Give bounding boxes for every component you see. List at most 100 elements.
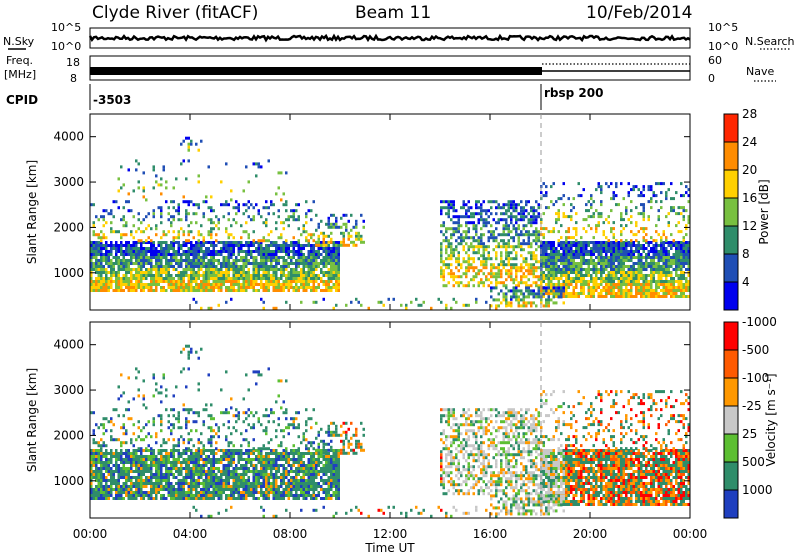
velocity-cell <box>148 479 151 482</box>
power-cell <box>493 275 496 278</box>
power-cell <box>165 280 168 283</box>
power-cell <box>655 262 658 265</box>
power-cell <box>530 301 533 304</box>
power-cell <box>93 256 96 259</box>
power-cell <box>103 268 106 271</box>
velocity-cell <box>108 488 111 491</box>
power-cell <box>100 236 103 239</box>
power-cell <box>258 244 261 247</box>
colorbar-swatch <box>724 198 738 226</box>
power-cell <box>310 289 313 292</box>
power-cell <box>178 280 181 283</box>
power-cell <box>180 244 183 247</box>
power-cell <box>478 269 481 272</box>
power-cell <box>163 256 166 259</box>
power-cell <box>310 271 313 274</box>
power-cell <box>318 265 321 268</box>
power-cell <box>675 247 678 250</box>
power-cell <box>115 247 118 250</box>
power-cell <box>645 283 648 286</box>
power-cell <box>670 197 673 200</box>
power-cell <box>108 259 111 262</box>
power-cell <box>645 256 648 259</box>
power-cell <box>118 286 121 289</box>
power-cell <box>613 277 616 280</box>
velocity-cell <box>190 482 193 485</box>
power-cell <box>515 218 518 221</box>
power-cell <box>615 286 618 289</box>
power-cell <box>578 256 581 259</box>
velocity-cell <box>180 467 183 470</box>
power-cell <box>133 277 136 280</box>
power-cell <box>660 295 663 298</box>
power-cell <box>175 280 178 283</box>
velocity-cell <box>218 485 221 488</box>
power-cell <box>210 218 213 221</box>
power-cell <box>173 265 176 268</box>
power-cell <box>103 215 106 218</box>
power-cell <box>500 275 503 278</box>
power-cell <box>675 191 678 194</box>
power-cell <box>540 191 543 194</box>
power-cell <box>243 268 246 271</box>
power-cell <box>190 259 193 262</box>
power-cell <box>130 209 133 212</box>
power-cell <box>150 253 153 256</box>
velocity-cell <box>118 452 121 455</box>
velocity-cell <box>168 461 171 464</box>
nsky-panel: N.Sky 10^5 10^0 10^5 10^0 N.Search <box>3 21 795 53</box>
power-cell <box>355 244 358 247</box>
power-cell <box>650 283 653 286</box>
power-cell <box>605 295 608 298</box>
velocity-cell <box>138 458 141 461</box>
power-cell <box>628 274 631 277</box>
power-cell <box>245 286 248 289</box>
power-cell <box>170 283 173 286</box>
power-cell <box>620 253 623 256</box>
power-cell <box>550 253 553 256</box>
power-cell <box>485 260 488 263</box>
power-cell <box>115 253 118 256</box>
power-cell <box>528 278 531 281</box>
power-cell <box>323 283 326 286</box>
power-cell <box>108 277 111 280</box>
power-cell <box>638 250 641 253</box>
power-cell <box>443 272 446 275</box>
power-cell <box>538 230 541 233</box>
power-cell <box>238 250 241 253</box>
power-cell <box>240 224 243 227</box>
power-cell <box>608 274 611 277</box>
power-cell <box>525 209 528 212</box>
power-cell <box>503 218 506 221</box>
power-cell <box>473 269 476 272</box>
power-cell <box>173 244 176 247</box>
power-cell <box>180 256 183 259</box>
power-cell <box>530 206 533 209</box>
velocity-cell <box>120 455 123 458</box>
power-cell <box>538 206 541 209</box>
power-cell <box>558 212 561 215</box>
velocity-cell <box>215 479 218 482</box>
power-cell <box>570 256 573 259</box>
velocity-cell <box>155 488 158 491</box>
power-cell <box>338 268 341 271</box>
beam-title: Beam 11 <box>355 3 431 23</box>
power-cell <box>495 239 498 242</box>
power-cell <box>590 206 593 209</box>
power-cell <box>600 283 603 286</box>
power-cell <box>190 244 193 247</box>
power-cell <box>268 289 271 292</box>
power-cell <box>578 268 581 271</box>
power-cell <box>625 277 628 280</box>
velocity-cell <box>183 488 186 491</box>
power-cell <box>125 268 128 271</box>
power-cell <box>588 253 591 256</box>
velocity-cell <box>238 449 241 452</box>
power-cell <box>443 239 446 242</box>
power-cell <box>120 283 123 286</box>
power-cell <box>233 241 236 244</box>
power-cell <box>530 263 533 266</box>
velocity-cell <box>193 455 196 458</box>
colorbar-swatch <box>724 142 738 170</box>
power-cell <box>325 223 328 226</box>
